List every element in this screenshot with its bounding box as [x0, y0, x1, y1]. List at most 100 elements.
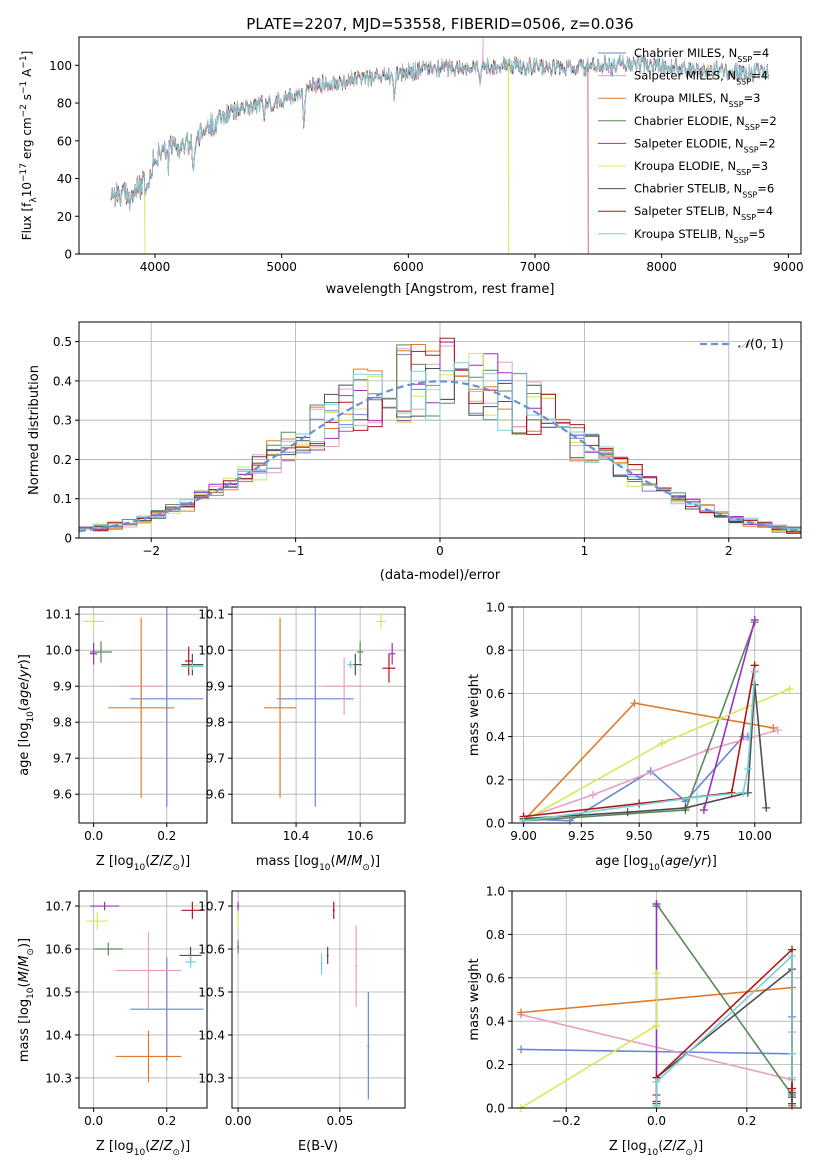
legend-entry: Kroupa MILES, NSSP=3: [634, 91, 760, 109]
y-tick-label: 0.8: [486, 644, 505, 658]
text-part: )]: [693, 1139, 703, 1154]
error-point: [185, 646, 193, 676]
weight-marker: [785, 685, 794, 694]
error-point: [89, 901, 120, 911]
y-tick-label: 0: [64, 532, 72, 546]
y-tick-label: 9.8: [53, 716, 72, 730]
y-tick-label: 0.0: [486, 1102, 505, 1116]
weight-line: [523, 684, 768, 820]
legend-sub: SSP: [745, 122, 760, 131]
legend-count: =3: [744, 91, 761, 105]
x-tick-label: 0.0: [84, 1114, 103, 1128]
x-axis-label: Z [log10(Z/Z⊙)]: [96, 1139, 190, 1158]
text-part: Z [log: [96, 854, 134, 869]
legend-name: Chabrier ELODIE, N: [634, 114, 745, 128]
text-part: 10: [648, 863, 660, 873]
legend-sub: SSP: [736, 77, 751, 86]
y-tick-label: 0.4: [486, 730, 505, 744]
legend-name: Salpeter MILES, N: [634, 69, 736, 83]
weight-marker: [787, 1073, 796, 1082]
spectrum-line: [110, 54, 769, 254]
legend-sub: SSP: [737, 55, 752, 64]
y-tick-label: 0.4: [53, 374, 72, 388]
legend-count: =4: [752, 46, 769, 60]
spectrum-line: [110, 54, 770, 211]
x-axis-label: Z [log10(Z/Z⊙)]: [609, 1139, 703, 1158]
error-point: [93, 942, 123, 956]
error-point: [185, 955, 197, 969]
y-tick-label: 0: [64, 248, 72, 262]
weight-marker: [635, 799, 644, 808]
weight-marker: [517, 1008, 526, 1017]
weight-marker: [769, 723, 778, 732]
error-point: [130, 607, 204, 807]
legend-entry: Salpeter STELIB, NSSP=4: [634, 204, 773, 222]
weight-marker: [787, 1084, 796, 1093]
y-axis-label: mass weight: [467, 674, 482, 756]
y-tick-label: 10.1: [198, 608, 225, 622]
x-tick-label: −1: [287, 544, 305, 558]
weight-line: [520, 973, 658, 1108]
y-axis-label: Normed distribution: [27, 365, 42, 495]
text-part: yr: [17, 663, 32, 679]
weight-line: [655, 901, 793, 1096]
y-tick-label: 1.0: [486, 601, 505, 615]
text-part: Z: [149, 1139, 160, 1154]
legend-entry: Salpeter ELODIE, NSSP=2: [634, 136, 776, 154]
axes-frame: [78, 36, 802, 255]
weight-marker: [727, 788, 736, 797]
y-tick-label: 9.7: [206, 752, 225, 766]
text-part: (: [17, 982, 32, 987]
weight-line: [655, 954, 793, 1106]
text-part: /: [672, 1139, 677, 1154]
x-tick-label: 9.75: [684, 829, 711, 843]
text-part: )]: [17, 938, 32, 948]
error-point: [108, 617, 175, 798]
legend-entry: Chabrier STELIB, NSSP=6: [634, 182, 774, 200]
y-tick-label: 1.0: [486, 885, 505, 899]
error-point: [237, 901, 240, 911]
legend-count: =3: [751, 159, 768, 173]
text-part: ⊙: [172, 863, 180, 873]
text-part: mass [log: [256, 854, 319, 869]
x-tick-label: 9.00: [510, 829, 537, 843]
error-point: [115, 931, 182, 1010]
error-point: [324, 657, 364, 715]
age-vs-z-panel: 0.0 0.29.69.79.89.910.010.1Z [log10(Z/Z⊙)…: [17, 606, 208, 873]
legend-count: =5: [749, 227, 766, 241]
legend-name: Kroupa STELIB, N: [634, 227, 734, 241]
text-part: )]: [180, 1139, 190, 1154]
text-part: λ: [29, 197, 39, 203]
mass-vs-z-panel: 0.0 0.210.310.410.510.610.7Z [log10(Z/Z⊙)…: [17, 890, 208, 1158]
error-point: [332, 901, 335, 919]
text-part: mass [log: [17, 999, 32, 1062]
legend-count: =2: [759, 136, 776, 150]
y-tick-label: 0.2: [53, 453, 72, 467]
x-tick-label: 10.4: [283, 829, 310, 843]
text-part: Z [log: [609, 1139, 647, 1154]
x-tick-label: −2: [142, 544, 160, 558]
x-tick-label: 9000: [773, 260, 804, 274]
weight-line: [523, 729, 779, 820]
legend-sub: SSP: [734, 235, 749, 244]
text-part: /: [689, 854, 694, 869]
x-tick-label: 0.2: [737, 1114, 756, 1128]
y-axis-label: mass weight: [467, 958, 482, 1040]
legend-entry: Salpeter MILES, NSSP=4: [634, 69, 768, 87]
text-part: M: [336, 854, 347, 869]
y-tick-label: 9.9: [53, 680, 72, 694]
y-tick-label: 10.7: [45, 900, 72, 914]
x-tick-label: 10.6: [347, 829, 374, 843]
axes-frame: [78, 890, 208, 1109]
text-part: ⊙: [172, 1148, 180, 1158]
y-tick-label: 9.8: [206, 716, 225, 730]
weight-marker: [787, 952, 796, 961]
y-tick-label: 10.6: [45, 943, 72, 957]
legend-name: Salpeter STELIB, N: [634, 204, 741, 218]
error-point: [382, 653, 396, 683]
error-point: [326, 946, 329, 965]
error-point: [376, 614, 386, 629]
error-point: [356, 641, 364, 663]
histogram-step: [79, 337, 801, 534]
